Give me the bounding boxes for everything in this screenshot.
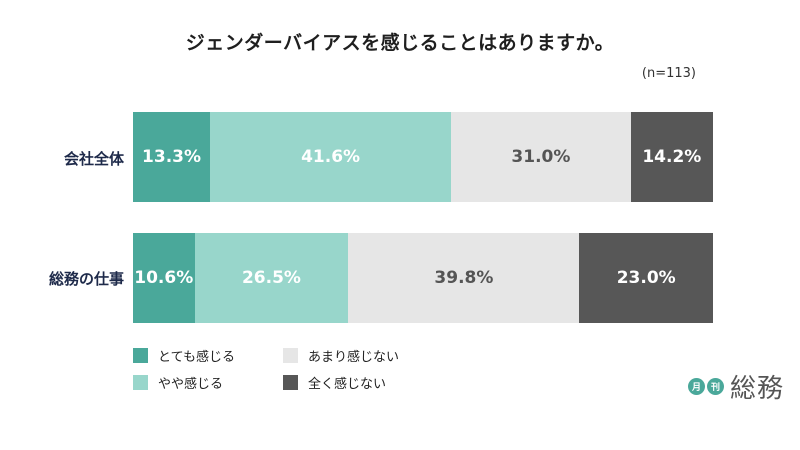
logo-badge: 刊 [707, 378, 724, 395]
data-label: 39.8% [434, 268, 494, 288]
legend-item-strongly-feel: とても感じる [133, 346, 235, 365]
legend-label: やや感じる [158, 377, 224, 392]
bar-row-general-affairs: 10.6% 26.5% 39.8% 23.0% [133, 233, 713, 323]
legend-item-not-at-all: 全く感じない [283, 373, 386, 392]
legend-item-somewhat-feel: やや感じる [133, 373, 223, 392]
bar-segment: 26.5% [194, 233, 349, 323]
logo-badge: 月 [688, 378, 705, 395]
bar-segment: 41.6% [210, 112, 452, 202]
bar-segment: 23.0% [579, 233, 713, 323]
publisher-logo: 月 刊 総務 [688, 368, 784, 405]
legend-swatch [283, 348, 298, 363]
data-label: 13.3% [142, 147, 202, 167]
data-label: 26.5% [241, 268, 301, 288]
bar-segment: 31.0% [451, 112, 631, 202]
bar-segment: 13.3% [133, 112, 211, 202]
data-label: 14.2% [642, 147, 702, 167]
legend-label: とても感じる [158, 350, 235, 365]
data-label: 10.6% [134, 268, 194, 288]
bar-segment: 10.6% [133, 233, 195, 323]
legend-label: あまり感じない [308, 350, 400, 365]
legend-swatch [133, 348, 148, 363]
row-label-general-affairs: 総務の仕事 [48, 270, 124, 288]
bar-segment: 39.8% [348, 233, 580, 323]
bar-row-company: 13.3% 41.6% 31.0% 14.2% [133, 112, 713, 202]
row-label-company: 会社全体 [63, 150, 124, 168]
legend-item-not-much: あまり感じない [283, 346, 399, 365]
data-label: 31.0% [511, 147, 571, 167]
legend-label: 全く感じない [308, 377, 387, 392]
data-label: 41.6% [301, 147, 361, 167]
sample-size-note: (n=113) [641, 66, 696, 81]
legend-swatch [283, 375, 298, 390]
bar-segment: 14.2% [630, 112, 713, 202]
data-label: 23.0% [616, 268, 676, 288]
logo-text: 総務 [730, 374, 785, 404]
legend-swatch [133, 375, 148, 390]
chart-title: ジェンダーバイアスを感じることはありますか。 [185, 32, 615, 54]
